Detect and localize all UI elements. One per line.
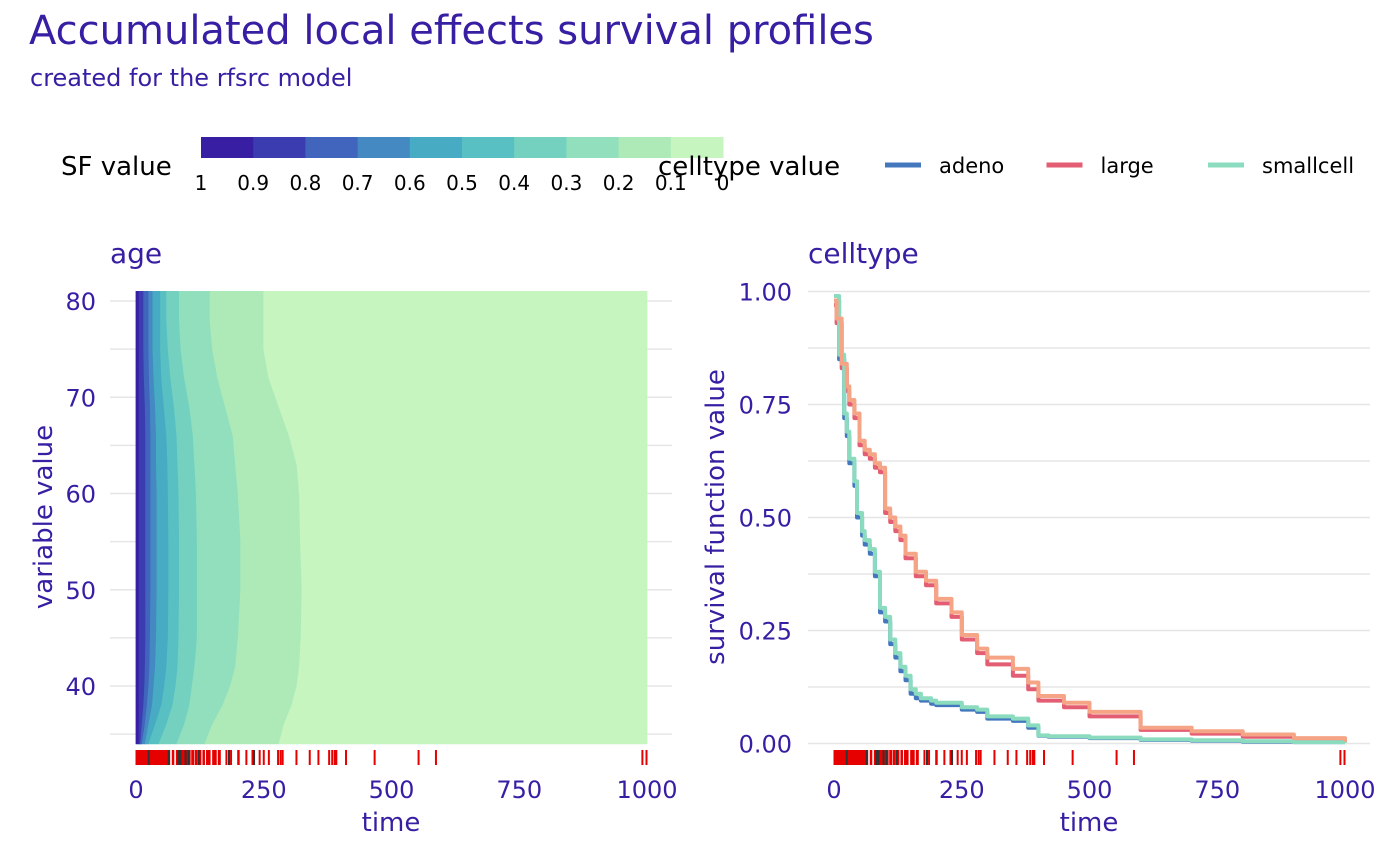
y-tick-label: 0.00 bbox=[739, 731, 792, 759]
sf-colorbar-tick-label: 0.2 bbox=[603, 171, 635, 195]
y-tick-label: 0.75 bbox=[739, 392, 792, 420]
celltype-legend-title: celltype value bbox=[658, 152, 840, 182]
celltype-panel-ylabel: survival function value bbox=[701, 369, 731, 665]
sf-colorbar-ticks: 1 0.9 0.8 0.7 0.6 0.5 0.4 0.3 0.2 0.1 0 bbox=[195, 171, 730, 195]
x-tick-label: 500 bbox=[1067, 776, 1113, 804]
age-panel-axes: 40 50 60 70 80 0 250 500 750 1000 bbox=[65, 288, 677, 804]
age-panel-ylabel: variable value bbox=[29, 425, 59, 609]
x-tick-label: 0 bbox=[826, 776, 841, 804]
sf-colorbar bbox=[201, 137, 724, 158]
legend-label-large: large bbox=[1101, 154, 1154, 178]
age-panel-rug bbox=[135, 750, 648, 765]
sf-colorbar-tick-label: 0.7 bbox=[342, 171, 374, 195]
sf-colorbar-tick-label: 0.1 bbox=[655, 171, 687, 195]
panel-title-celltype: celltype bbox=[808, 237, 919, 270]
celltype-panel-xlabel: time bbox=[1060, 808, 1119, 838]
y-tick-label: 1.00 bbox=[739, 279, 792, 307]
y-tick-label: 70 bbox=[65, 384, 96, 412]
series-line-squamous bbox=[834, 298, 1347, 742]
legend-area: SF value 1 0.9 0.8 0.7 0.6 0.5 0.4 0.3 0.2 0.1 0 c… bbox=[61, 137, 1354, 195]
y-tick-label: 40 bbox=[65, 673, 96, 701]
sf-colorbar-segment bbox=[670, 137, 724, 158]
x-tick-label: 1000 bbox=[616, 776, 677, 804]
y-tick-label: 60 bbox=[65, 481, 96, 509]
y-tick-label: 80 bbox=[65, 288, 96, 316]
celltype-panel-rug bbox=[833, 750, 1346, 765]
sf-colorbar-tick-label: 0.8 bbox=[289, 171, 321, 195]
y-tick-label: 0.25 bbox=[739, 618, 792, 646]
chart-subtitle: created for the rfsrc model bbox=[30, 64, 353, 92]
celltype-survival-lines bbox=[834, 294, 1347, 745]
sf-colorbar-segment bbox=[253, 137, 306, 158]
celltype-panel-axes: 0.00 0.25 0.50 0.75 1.00 0 250 500 750 1000 bbox=[739, 279, 1376, 805]
sf-colorbar-tick-label: 0 bbox=[717, 171, 730, 195]
sf-colorbar-segment bbox=[462, 137, 515, 158]
legend-label-smallcell: smallcell bbox=[1262, 154, 1354, 178]
sf-colorbar-segment bbox=[409, 137, 463, 158]
y-tick-label: 50 bbox=[65, 577, 96, 605]
sf-colorbar-tick-label: 0.3 bbox=[550, 171, 582, 195]
panel-title-age: age bbox=[110, 237, 162, 270]
chart-title: Accumulated local effects survival profi… bbox=[29, 8, 874, 54]
celltype-legend-entries: adenolargesmallcellsquamous bbox=[885, 154, 1354, 178]
sf-colorbar-tick-label: 0.5 bbox=[446, 171, 478, 195]
x-tick-label: 0 bbox=[128, 776, 143, 804]
sf-colorbar-segment bbox=[305, 137, 359, 158]
x-tick-label: 750 bbox=[496, 776, 542, 804]
sf-colorbar-segment bbox=[618, 137, 672, 158]
sf-band-1 bbox=[135, 291, 140, 745]
sf-colorbar-tick-label: 0.9 bbox=[237, 171, 269, 195]
sf-colorbar-tick-label: 0.4 bbox=[498, 171, 530, 195]
sf-colorbar-segment bbox=[566, 137, 620, 158]
sf-band-0.1 bbox=[263, 291, 648, 745]
sf-colorbar-tick-label: 1 bbox=[195, 171, 208, 195]
x-tick-label: 250 bbox=[241, 776, 287, 804]
age-panel-xlabel: time bbox=[362, 808, 421, 838]
sf-colorbar-segment bbox=[514, 137, 567, 158]
x-tick-label: 750 bbox=[1194, 776, 1240, 804]
sf-colorbar-segment bbox=[201, 137, 254, 158]
x-tick-label: 1000 bbox=[1314, 776, 1375, 804]
sf-colorbar-tick-label: 0.6 bbox=[394, 171, 426, 195]
x-tick-label: 500 bbox=[369, 776, 415, 804]
y-tick-label: 0.50 bbox=[739, 505, 792, 533]
sf-legend-title: SF value bbox=[61, 152, 172, 182]
x-tick-label: 250 bbox=[939, 776, 985, 804]
sf-colorbar-segment bbox=[357, 137, 411, 158]
series-line-smallcell bbox=[834, 294, 1347, 745]
age-heatmap-fill bbox=[135, 291, 648, 745]
legend-label-adeno: adeno bbox=[939, 154, 1004, 178]
